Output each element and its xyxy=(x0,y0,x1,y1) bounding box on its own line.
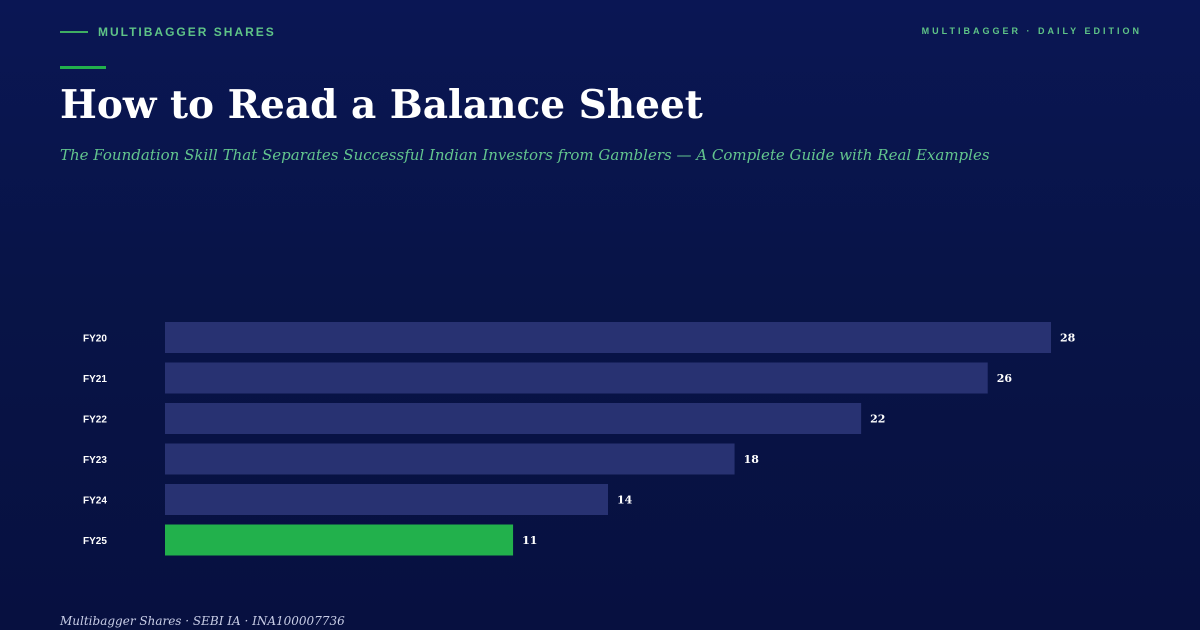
page-subtitle: The Foundation Skill That Separates Succ… xyxy=(60,146,990,164)
bar-fy20 xyxy=(165,322,1051,353)
page-title: How to Read a Balance Sheet xyxy=(60,82,703,128)
title-accent-rule xyxy=(60,66,106,69)
value-label-fy21: 26 xyxy=(997,372,1013,385)
bar-fy21 xyxy=(165,362,988,394)
edition-label: MULTIBAGGER · DAILY EDITION xyxy=(921,26,1142,36)
bar-fy24 xyxy=(165,484,608,515)
category-label-fy22: FY22 xyxy=(83,415,107,426)
bar-fy25 xyxy=(165,524,514,556)
category-label-fy21: FY21 xyxy=(83,374,107,385)
value-label-fy25: 11 xyxy=(522,534,537,547)
value-label-fy20: 28 xyxy=(1060,332,1076,345)
bar-fy22 xyxy=(165,403,862,434)
value-label-fy24: 14 xyxy=(617,494,633,507)
footer-credit: Multibagger Shares · SEBI IA · INA100007… xyxy=(60,614,345,628)
category-label-fy20: FY20 xyxy=(83,334,107,345)
brand-rule xyxy=(60,31,88,33)
value-label-fy22: 22 xyxy=(870,413,885,426)
value-label-fy23: 18 xyxy=(744,453,760,466)
brand-name: MULTIBAGGER SHARES xyxy=(98,25,276,39)
category-label-fy24: FY24 xyxy=(83,496,107,507)
category-label-fy23: FY23 xyxy=(83,455,107,466)
bar-fy23 xyxy=(165,443,735,475)
category-label-fy25: FY25 xyxy=(83,536,107,547)
brand: MULTIBAGGER SHARES xyxy=(60,25,276,39)
